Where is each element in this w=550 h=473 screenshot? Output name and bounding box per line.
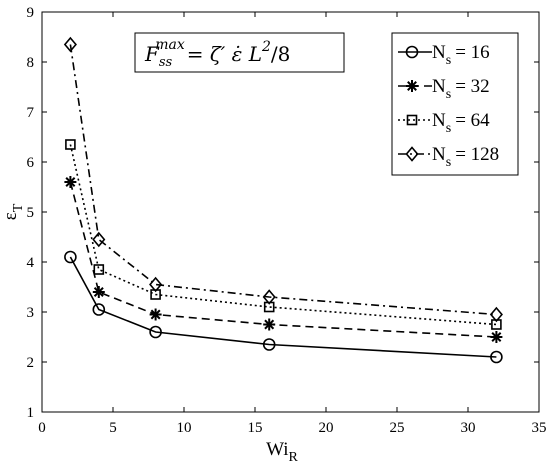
y-tick-label: 5 [27,205,35,221]
series-line [69,44,497,316]
x-tick-label: 10 [177,420,192,436]
y-tick-label: 1 [27,405,35,421]
y-tick-label: 4 [27,255,35,271]
formula-lhs-sub: ss [159,55,173,70]
x-axis-label: WiR [266,439,298,465]
y-tick-label: 2 [27,355,35,371]
x-tick-label: 30 [461,420,476,436]
legend-label: Ns = 32 [432,76,490,102]
data-point-circle [262,338,276,351]
series-diamond [63,36,503,323]
legend-label: Ns = 16 [432,42,490,68]
legend-item: Ns = 32 [398,76,490,102]
data-point-diamond [92,231,106,248]
formula-rhs: = ζ′ ε̇ L [187,42,262,66]
series-circle [64,250,503,364]
formula-rhs-sup: 2 [261,39,271,55]
x-tick-label: 35 [532,420,547,436]
data-point-diamond [489,306,503,323]
data-point-star [92,286,105,298]
svg-text:Fssmax= ζ′ ε̇ L2/8: Fss max = ζ′ ε̇ L2/8 [144,37,290,70]
legend-label: Ns = 128 [432,144,499,170]
legend-item: Ns = 16 [398,42,490,68]
y-tick-label: 3 [27,305,35,321]
formula-lhs: F [144,42,160,66]
legend-marker-diamond [405,146,419,162]
legend-item: Ns = 128 [398,144,499,170]
series-layer [63,36,503,364]
y-tick-label: 8 [27,55,35,71]
legend-marker-square [406,114,418,126]
formula-annotation: Fss max = ζ′ ε̇ L2/8 [134,32,345,73]
x-tick-label: 20 [319,420,334,436]
data-point-circle [64,250,77,264]
y-tick-label: 9 [27,5,35,21]
x-tick-label: 25 [390,420,405,436]
formula-rhs-tail: /8 [271,42,290,66]
formula-lhs-sup: max [155,37,185,53]
data-point-circle [149,325,162,339]
data-point-circle [92,303,106,316]
data-point-star [149,308,162,321]
series-line [69,144,497,326]
data-point-diamond [262,289,276,305]
x-tick-label: 15 [248,420,263,436]
y-axis-label: εT [0,203,26,220]
legend-marker-star [406,80,418,92]
series-line [69,181,497,338]
formula-box [134,32,345,73]
data-point-circle [490,350,503,364]
series-line [69,256,497,358]
data-point-star [64,176,77,188]
x-tick-label: 5 [109,420,117,436]
legend-label: Ns = 64 [432,110,490,136]
legend-item: Ns = 64 [398,110,490,136]
legend: Ns = 16 Ns = 32 Ns = 64 Ns = 128 [391,32,519,176]
data-point-square [93,264,105,275]
data-point-diamond [63,36,77,53]
y-tick-label: 6 [27,155,35,171]
legend-marker-circle [405,45,419,59]
data-point-star [490,331,503,343]
series-star [64,176,503,343]
x-tick-label: 0 [38,420,46,436]
data-point-diamond [149,276,163,293]
legend-items: Ns = 16 Ns = 32 Ns = 64 Ns = 128 [398,42,499,170]
y-tick-label: 7 [27,105,35,121]
data-point-square [65,139,76,150]
data-point-star [263,318,276,331]
axis-ticks: 0 5 10 15 20 25 30 35 1 2 3 4 5 6 7 8 9 [27,5,547,436]
